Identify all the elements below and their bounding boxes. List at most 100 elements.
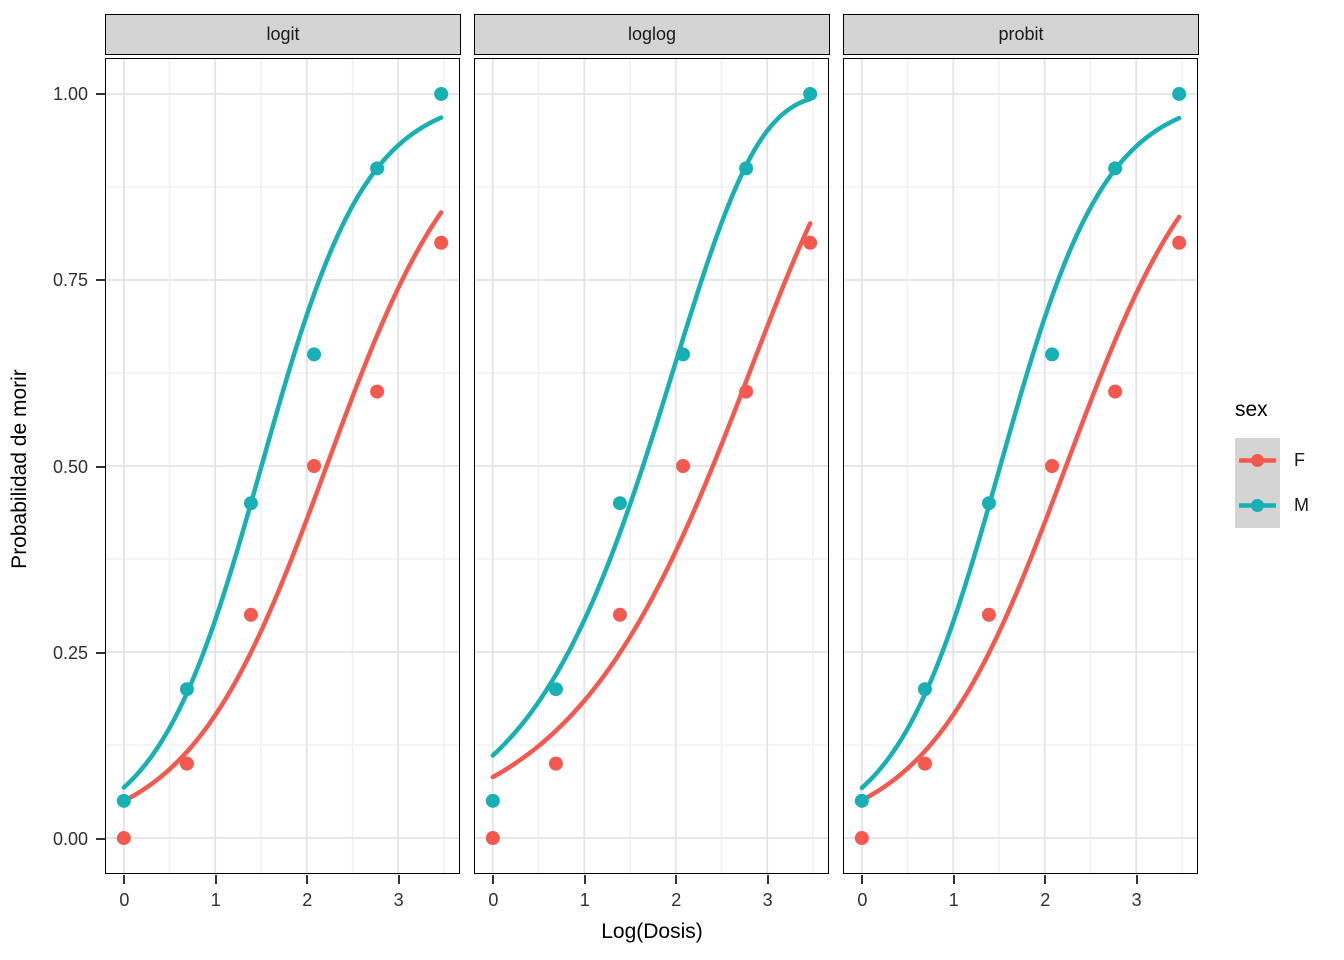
point-M [116, 793, 131, 808]
legend-label-F: F [1294, 450, 1305, 470]
legend-key-glyph-M [1239, 499, 1276, 512]
point-F [854, 831, 869, 846]
x-tick-mark [952, 875, 955, 884]
point-M [1108, 161, 1123, 176]
point-F [485, 831, 500, 846]
y-tick-mark [96, 651, 105, 654]
point-M [1045, 347, 1060, 362]
x-tick-mark [214, 875, 217, 884]
facet-strip-logit: logit [105, 14, 461, 55]
point-M [739, 161, 754, 176]
legend-label-M: M [1294, 495, 1309, 515]
curve-F-probit [859, 214, 1182, 803]
point-F [739, 384, 754, 399]
point-M [179, 682, 194, 697]
point-M [981, 496, 996, 511]
point-M [485, 793, 500, 808]
point-F [1045, 459, 1060, 473]
point-F [548, 756, 563, 771]
panel-logit [105, 58, 460, 874]
x-tick-label: 3 [393, 890, 404, 910]
x-tick-mark [123, 875, 126, 884]
x-tick-mark [1135, 875, 1138, 884]
point-M [676, 347, 691, 362]
panel-loglog [474, 58, 829, 874]
point-M [803, 86, 818, 101]
point-M [612, 496, 627, 511]
x-tick-label: 1 [210, 890, 221, 910]
x-tick-label: 3 [1131, 890, 1142, 910]
x-tick-label: 0 [119, 890, 130, 910]
x-tick-label: 0 [857, 890, 868, 910]
x-tick-mark [306, 875, 309, 884]
y-tick-label: 1.00 [52, 84, 88, 105]
plot-area-probit [844, 59, 1197, 873]
y-tick-mark [96, 465, 105, 468]
x-axis-title: Log(Dosis) [601, 920, 703, 943]
plot-area-logit [106, 59, 459, 873]
point-M [917, 682, 932, 697]
x-tick-mark [1044, 875, 1047, 884]
point-M [548, 682, 563, 697]
x-tick-mark [766, 875, 769, 884]
x-tick-mark [861, 875, 864, 884]
point-F [243, 607, 258, 622]
x-tick-mark [492, 875, 495, 884]
y-tick-label: 0.25 [52, 642, 88, 663]
point-F [803, 235, 818, 250]
curve-M-loglog [490, 96, 813, 758]
curve-M-probit [859, 115, 1182, 791]
plot-area-loglog [475, 59, 828, 873]
point-F [1172, 235, 1187, 250]
legend-key-F [1235, 438, 1280, 483]
point-M [1172, 86, 1187, 101]
point-F [434, 235, 449, 250]
point-F [307, 459, 322, 473]
x-tick-label: 2 [671, 890, 682, 910]
y-tick-mark [96, 93, 105, 96]
point-F [1108, 384, 1123, 399]
legend-entry-F: F [1227, 438, 1342, 483]
curve-M-logit [121, 115, 444, 790]
x-tick-label: 1 [579, 890, 590, 910]
y-tick-label: 0.00 [52, 828, 88, 849]
point-M [434, 86, 449, 101]
x-tick-label: 1 [948, 890, 959, 910]
point-M [854, 793, 869, 808]
panel-probit [843, 58, 1198, 874]
facet-strip-probit: probit [843, 14, 1199, 55]
point-F [370, 384, 385, 399]
curve-F-loglog [490, 221, 813, 780]
y-tick-mark [96, 837, 105, 840]
legend-entry-M: M [1227, 483, 1342, 528]
x-tick-mark [583, 875, 586, 884]
curve-F-logit [121, 210, 444, 804]
x-tick-mark [675, 875, 678, 884]
x-tick-mark [397, 875, 400, 884]
legend-point-F [1251, 454, 1264, 467]
legend-point-M [1251, 499, 1264, 512]
x-tick-label: 3 [762, 890, 773, 910]
y-tick-label: 0.50 [52, 456, 88, 477]
point-F [981, 607, 996, 622]
point-M [307, 347, 322, 362]
x-tick-label: 2 [1040, 890, 1051, 910]
point-F [116, 831, 131, 846]
point-M [370, 161, 385, 176]
point-F [676, 459, 691, 473]
point-F [179, 756, 194, 771]
point-F [917, 756, 932, 771]
y-tick-mark [96, 279, 105, 282]
point-M [243, 496, 258, 511]
y-tick-label: 0.75 [52, 270, 88, 291]
legend-key-M [1235, 483, 1280, 528]
point-F [612, 607, 627, 622]
facet-strip-loglog: loglog [474, 14, 830, 55]
x-tick-label: 0 [488, 890, 499, 910]
legend-title: sex [1235, 398, 1268, 421]
legend-key-glyph-F [1239, 454, 1276, 467]
x-tick-label: 2 [302, 890, 313, 910]
